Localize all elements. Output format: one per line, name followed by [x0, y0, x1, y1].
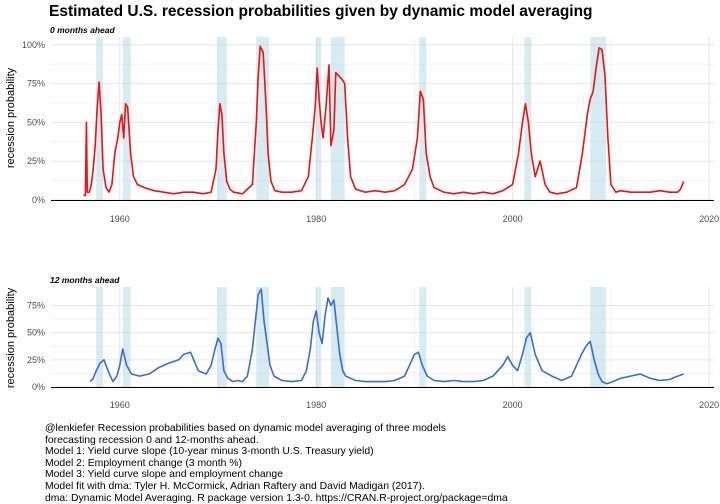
x-tick-label: 2000 — [503, 400, 523, 410]
recession-band — [256, 287, 270, 387]
recession-band — [316, 37, 322, 200]
recession-band — [419, 37, 427, 200]
recession-band — [330, 37, 345, 200]
panel-12-months-ahead: 0% 25% 50% 75% 1960 1980 2000 2020 recession pro… — [5, 275, 719, 410]
x-tick-label: 2020 — [699, 400, 719, 410]
panel-subtitle: 0 months ahead — [50, 25, 116, 35]
recession-band — [316, 287, 322, 387]
recession-band — [256, 37, 270, 200]
y-tick-label: 50% — [27, 117, 45, 127]
y-tick-label: 25% — [27, 355, 45, 365]
caption-line-4: Model 2: Employment change (3 month %) — [45, 457, 242, 469]
x-tick-label: 2020 — [699, 214, 719, 224]
recession-band — [122, 287, 131, 387]
y-tick-label: 100% — [22, 40, 45, 50]
caption-line-5: Model 3: Yield curve slope and employmen… — [45, 469, 283, 481]
recession-band — [419, 287, 427, 387]
y-tick-label: 75% — [27, 79, 45, 89]
panel-0-months-ahead: 0% 25% 50% 75% 100% 1960 1980 2000 2020 recession… — [5, 25, 719, 224]
y-tick-label: 0% — [32, 382, 45, 392]
x-tick-label: 1960 — [110, 400, 130, 410]
y-axis-label: recession probability — [5, 67, 17, 168]
x-tick-label: 1960 — [110, 214, 130, 224]
y-tick-label: 25% — [27, 156, 45, 166]
recession-band — [216, 287, 227, 387]
recession-band — [122, 37, 131, 200]
y-tick-label: 75% — [27, 300, 45, 310]
recession-band — [96, 37, 104, 200]
series-line — [89, 288, 684, 385]
y-tick-label: 0% — [32, 195, 45, 205]
panel-subtitle: 12 months ahead — [50, 275, 120, 285]
recession-band — [96, 287, 104, 387]
x-tick-label: 2000 — [503, 214, 523, 224]
caption-line-2: forecasting recession 0 and 12-months ah… — [45, 434, 259, 446]
y-axis-label: recession probability — [5, 287, 17, 388]
y-tick-label: 50% — [27, 328, 45, 338]
caption-line-7: dma: Dynamic Model Averaging. R package … — [45, 492, 508, 504]
series-line — [83, 45, 685, 197]
caption-line-1: @lenkiefer Recession probabilities based… — [45, 423, 446, 434]
x-tick-label: 1980 — [306, 214, 326, 224]
chart-title: Estimated U.S. recession probabilities g… — [49, 3, 593, 20]
caption-line-6: Model fit with dma: Tyler H. McCormick, … — [45, 480, 425, 492]
x-tick-label: 1980 — [306, 400, 326, 410]
caption: @lenkiefer Recession probabilities based… — [45, 423, 508, 504]
caption-line-3: Model 1: Yield curve slope (10-year minu… — [45, 446, 374, 458]
